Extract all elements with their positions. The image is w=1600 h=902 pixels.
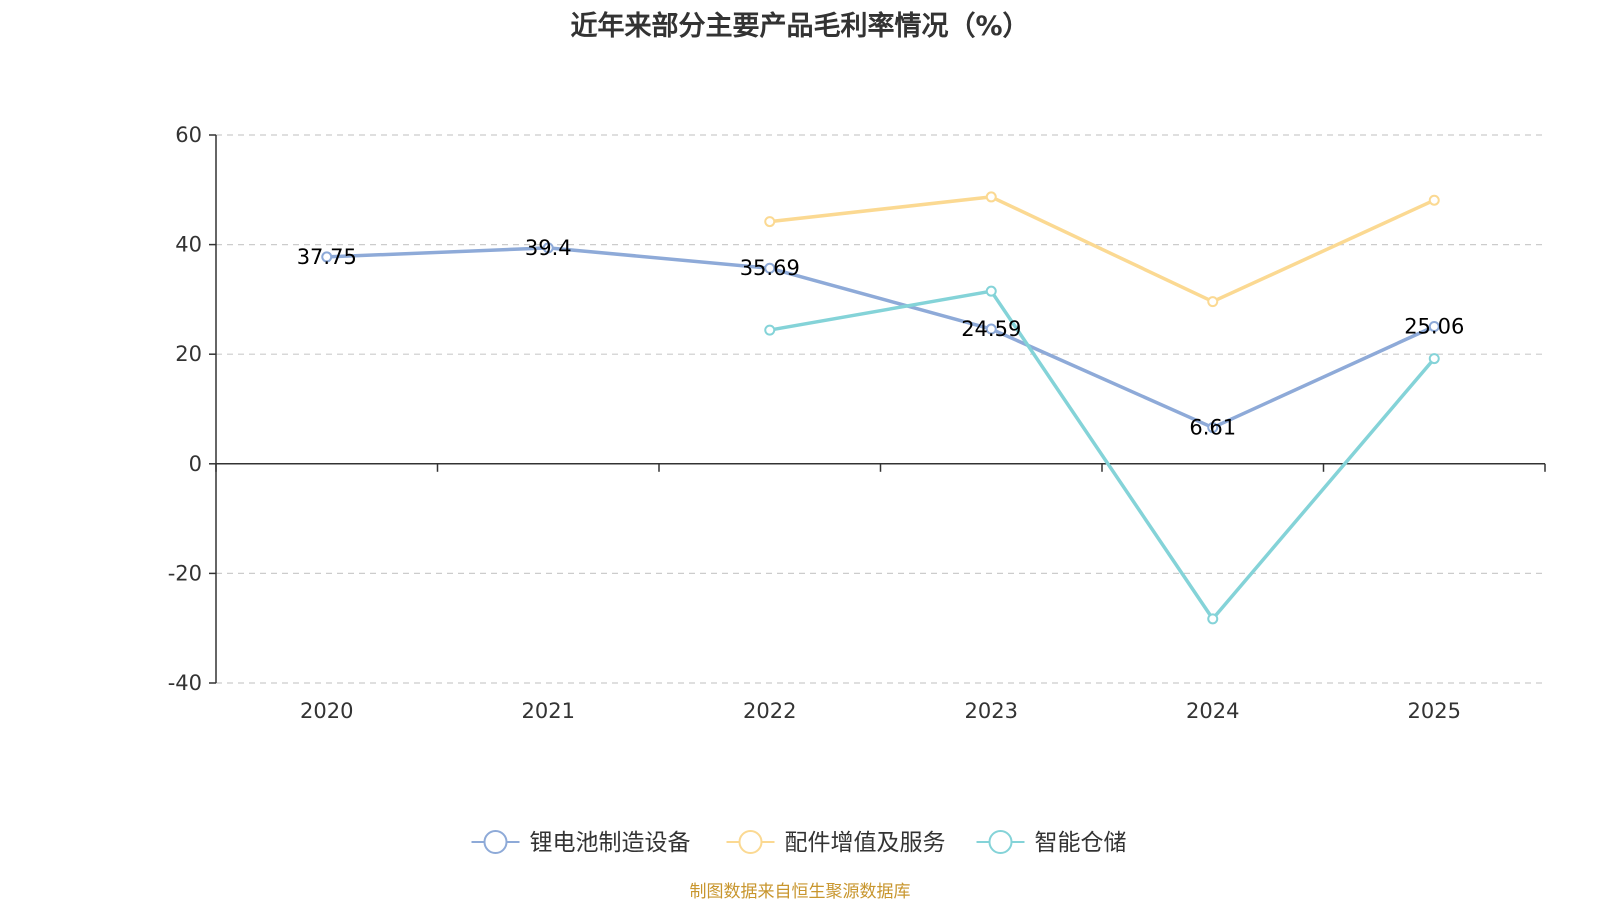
data-point-0-2021 — [542, 242, 554, 254]
y-tick-label: 60 — [175, 123, 202, 147]
source-note: 制图数据来自恒生聚源数据库 — [689, 882, 911, 902]
x-tick-label-2023: 2023 — [965, 699, 1018, 723]
data-label-2024: 6.61 — [1189, 416, 1236, 440]
y-tick-label: 40 — [175, 233, 202, 257]
x-tick-label-2024: 2024 — [1186, 699, 1239, 723]
legend-label-1: 配件增值及服务 — [785, 830, 946, 856]
legend-item-2[interactable]: 智能仓储 — [976, 830, 1127, 856]
data-point-2-2024 — [1207, 613, 1219, 625]
data-point-0-2022 — [764, 262, 776, 274]
grid-layer — [216, 134, 1545, 684]
data-point-2-2022 — [764, 324, 776, 336]
legend[interactable]: 锂电池制造设备 配件增值及服务 智能仓储 — [471, 830, 1127, 856]
legend-marker-2 — [988, 830, 1013, 854]
data-label-2020: 37.75 — [297, 245, 357, 269]
data-point-2-2025 — [1428, 353, 1440, 365]
legend-marker-1 — [738, 830, 763, 854]
series-line-0 — [326, 246, 1435, 430]
legend-item-0[interactable]: 锂电池制造设备 — [471, 830, 691, 856]
data-point-1-2024 — [1207, 296, 1219, 308]
y-tick-label: 0 — [189, 452, 202, 476]
data-point-1-2025 — [1428, 194, 1440, 206]
x-tick-label-2021: 2021 — [522, 699, 575, 723]
x-tick-label-2025: 2025 — [1408, 699, 1461, 723]
data-point-1-2022 — [764, 216, 776, 228]
data-label-2021: 39.4 — [525, 236, 572, 260]
label-layer: 37.75 39.4 35.69 24.59 6.61 25.06 — [297, 236, 1465, 440]
legend-item-1[interactable]: 配件增值及服务 — [726, 830, 946, 856]
x-tick-label-2022: 2022 — [743, 699, 796, 723]
data-point-0-2024 — [1207, 422, 1219, 434]
series-line-1 — [769, 195, 1435, 304]
legend-marker-0 — [483, 830, 508, 854]
data-point-0-2025 — [1428, 320, 1440, 332]
y-tick-label: 20 — [175, 342, 202, 366]
data-point-0-2023 — [985, 323, 997, 335]
legend-label-2: 智能仓储 — [1035, 830, 1127, 856]
data-point-0-2020 — [321, 251, 333, 263]
series-layer — [321, 191, 1440, 625]
data-point-1-2023 — [985, 191, 997, 203]
data-point-2-2023 — [985, 285, 997, 297]
chart-title: 近年来部分主要产品毛利率情况（%） — [570, 11, 1030, 42]
x-tick-label-2020: 2020 — [300, 699, 353, 723]
legend-label-0: 锂电池制造设备 — [530, 830, 691, 856]
data-label-2025: 25.06 — [1404, 314, 1464, 338]
y-tick-label: -40 — [168, 671, 202, 695]
series-line-2 — [769, 289, 1436, 621]
data-label-2023: 24.59 — [961, 317, 1021, 341]
data-label-2022: 35.69 — [740, 256, 800, 280]
axis-layer: 60 40 20 0 -20 -40 2020 2021 2022 2023 2024 2025 — [168, 123, 1546, 723]
y-tick-label: -20 — [168, 561, 202, 585]
